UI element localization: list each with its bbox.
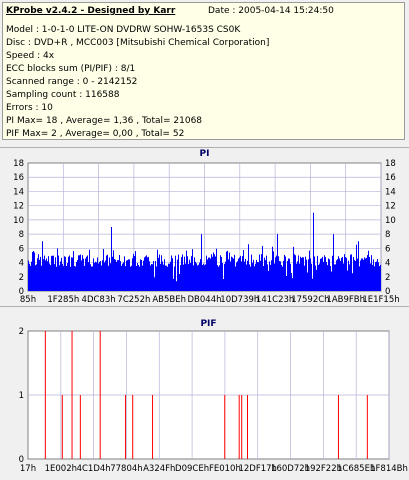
y-tick-label: 0 (19, 287, 24, 297)
y-tick-label: 4 (19, 259, 24, 269)
x-tick-label: 4C1D4h (77, 464, 111, 474)
x-tick-label: 77804h (110, 464, 142, 474)
y-tick-label: 12 (13, 202, 24, 212)
x-tick-label: 17h (20, 464, 36, 474)
x-tick-label: 141C23h (256, 295, 294, 305)
info-disc: Disc : DVD+R , MCC003 [Mitsubishi Chemic… (6, 38, 270, 48)
y-tick-label: 8 (19, 230, 24, 240)
x-tick-label: D09CEh (175, 464, 209, 474)
y-tick-label: 10 (13, 216, 24, 226)
y-tick-label: 18 (13, 159, 24, 169)
y-tick-label-right: 2 (385, 273, 390, 283)
pif-chart-title: PIF (200, 319, 216, 329)
y-tick-label-right: 18 (385, 159, 396, 169)
info-scanned-range: Scanned range : 0 - 2142152 (6, 77, 138, 87)
y-tick-label: 2 (19, 327, 24, 337)
y-tick-label-right: 16 (385, 173, 396, 183)
x-tick-label: 1E002h (45, 464, 77, 474)
y-tick-label-right: 14 (385, 187, 396, 197)
info-model: Model : 1-0-1-0 LITE-ON DVDRW SOHW-1653S… (6, 25, 241, 35)
y-tick-label: 1 (19, 391, 24, 401)
y-tick-label: 0 (19, 455, 24, 465)
info-ecc-blocks: ECC blocks sum (PI/PIF) : 8/1 (6, 64, 136, 74)
x-tick-label: 1AB9FBh (326, 295, 365, 305)
x-tick-label: 85h (20, 295, 36, 305)
divider (0, 147, 409, 148)
x-tick-label: 1E1F15h (362, 295, 399, 305)
x-tick-label: 1F814Bh (370, 464, 408, 474)
scan-date: Date : 2005-04-14 15:24:50 (208, 6, 334, 16)
y-tick-label-right: 0 (385, 287, 390, 297)
y-tick-label: 6 (19, 244, 24, 254)
app-title: KProbe v2.4.2 - Designed by Karr (6, 6, 176, 16)
info-panel: KProbe v2.4.2 - Designed by Karr Date : … (2, 2, 405, 140)
info-speed: Speed : 4x (6, 51, 55, 61)
y-tick-label: 2 (19, 273, 24, 283)
y-tick-label-right: 12 (385, 202, 396, 212)
x-tick-label: FE010h (209, 464, 241, 474)
x-tick-label: AB5BEh (152, 295, 186, 305)
x-tick-label: 1F285h (47, 295, 79, 305)
info-errors: Errors : 10 (6, 103, 53, 113)
y-tick-label-right: 6 (385, 244, 390, 254)
pi-bars (28, 212, 381, 291)
x-tick-label: 17592Ch (291, 295, 329, 305)
x-tick-label: 4DC83h (82, 295, 116, 305)
x-tick-label: A324Fh (143, 464, 175, 474)
x-tick-label: 10D739h (220, 295, 259, 305)
x-tick-label: 1C685Eh (337, 464, 375, 474)
info-pi-stats: PI Max= 18 , Average= 1,36 , Total= 2106… (6, 116, 203, 126)
x-tick-label: DB044h (188, 295, 222, 305)
info-pif-stats: PIF Max= 2 , Average= 0,00 , Total= 52 (6, 129, 185, 139)
x-tick-label: 12DF17h (238, 464, 276, 474)
x-tick-label: 160D72h (271, 464, 310, 474)
divider (0, 306, 409, 307)
y-tick-label-right: 8 (385, 230, 390, 240)
y-tick-label-right: 10 (385, 216, 396, 226)
info-sampling-count: Sampling count : 116588 (6, 90, 120, 100)
y-tick-label: 14 (13, 187, 24, 197)
pi-chart-title: PI (200, 149, 210, 159)
y-tick-label: 16 (13, 173, 24, 183)
y-tick-label-right: 4 (385, 259, 390, 269)
x-tick-label: 7C252h (117, 295, 150, 305)
x-tick-label: 192F22h (305, 464, 342, 474)
